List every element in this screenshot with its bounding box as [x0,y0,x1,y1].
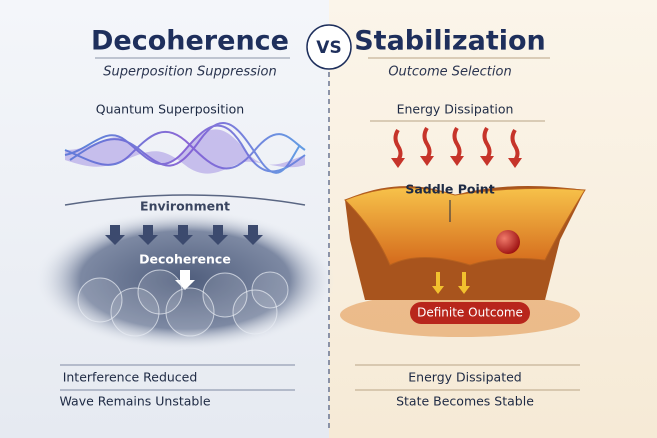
circles [77,269,289,337]
ball [496,230,520,254]
result: Energy Dissipated [408,370,521,385]
wave-fill [65,129,305,174]
arrow [105,225,125,245]
wave [64,124,306,173]
waves [64,121,306,174]
arrow [393,128,403,162]
arrow [243,225,263,245]
arrow [208,225,228,245]
arrowhead [391,158,405,168]
label: Definite Outcome [417,306,523,320]
wave [64,130,306,170]
dissipation-arrows [393,126,520,162]
outcome-pill [410,302,530,324]
arrow [482,126,492,160]
arrowhead [450,156,464,166]
arrow [175,270,195,290]
circle [251,271,289,309]
right-title: Stabilization [354,26,546,57]
label: Quantum Superposition [96,102,244,117]
circle [110,287,160,337]
label: Environment [140,199,230,214]
left-subtitle: Superposition Suppression [103,65,276,80]
result: Wave Remains Unstable [59,394,210,409]
label: Saddle Point [405,182,494,197]
result: Interference Reduced [63,370,198,385]
result: State Becomes Stable [396,394,534,409]
right-subtitle: Outcome Selection [388,65,511,80]
arrow [452,126,462,160]
saddle-surface [344,187,586,266]
arrowhead [420,156,434,166]
arrowhead [508,158,522,168]
arrows [105,225,263,245]
wave [69,121,301,174]
label: Energy Dissipation [397,102,514,117]
vs-badge [306,24,352,70]
arrowhead [480,156,494,166]
circle [202,272,248,318]
arrow [422,126,432,160]
circle [137,269,183,315]
left-title: Decoherence [91,26,289,57]
arrowheads [391,156,522,168]
arrows [432,272,470,294]
environment-arc [64,194,306,206]
circle [165,287,215,337]
label: Decoherence [139,252,231,267]
circle [232,289,278,335]
arrow [138,225,158,245]
arrow [510,128,520,162]
arrow [173,225,193,245]
vs-label: VS [316,38,341,58]
